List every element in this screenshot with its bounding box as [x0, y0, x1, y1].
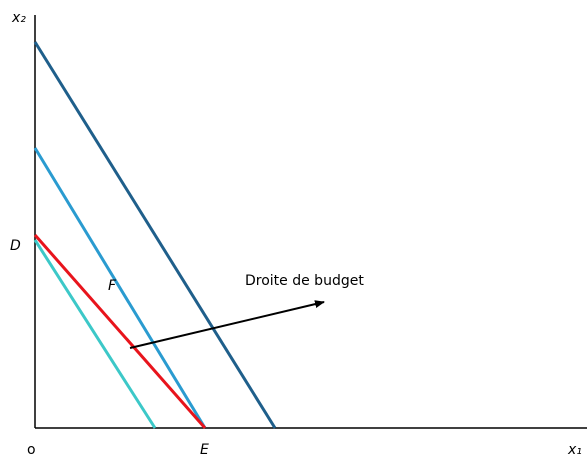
annotation-arrow: [129, 300, 325, 349]
budget-line-middle: [33, 147, 207, 429]
budget-line-outer: [33, 41, 277, 429]
point-label: E: [200, 442, 209, 458]
point-label: D: [10, 238, 21, 254]
x-axis-label: x₁: [567, 442, 582, 458]
annotation-label: Droite de budget: [245, 273, 364, 289]
point-label: F: [108, 278, 117, 294]
budget-line-inner: [33, 239, 157, 429]
y-axis-label: x₂: [11, 10, 26, 26]
budget-line-red: [33, 234, 207, 429]
origin-label: o: [27, 442, 36, 458]
